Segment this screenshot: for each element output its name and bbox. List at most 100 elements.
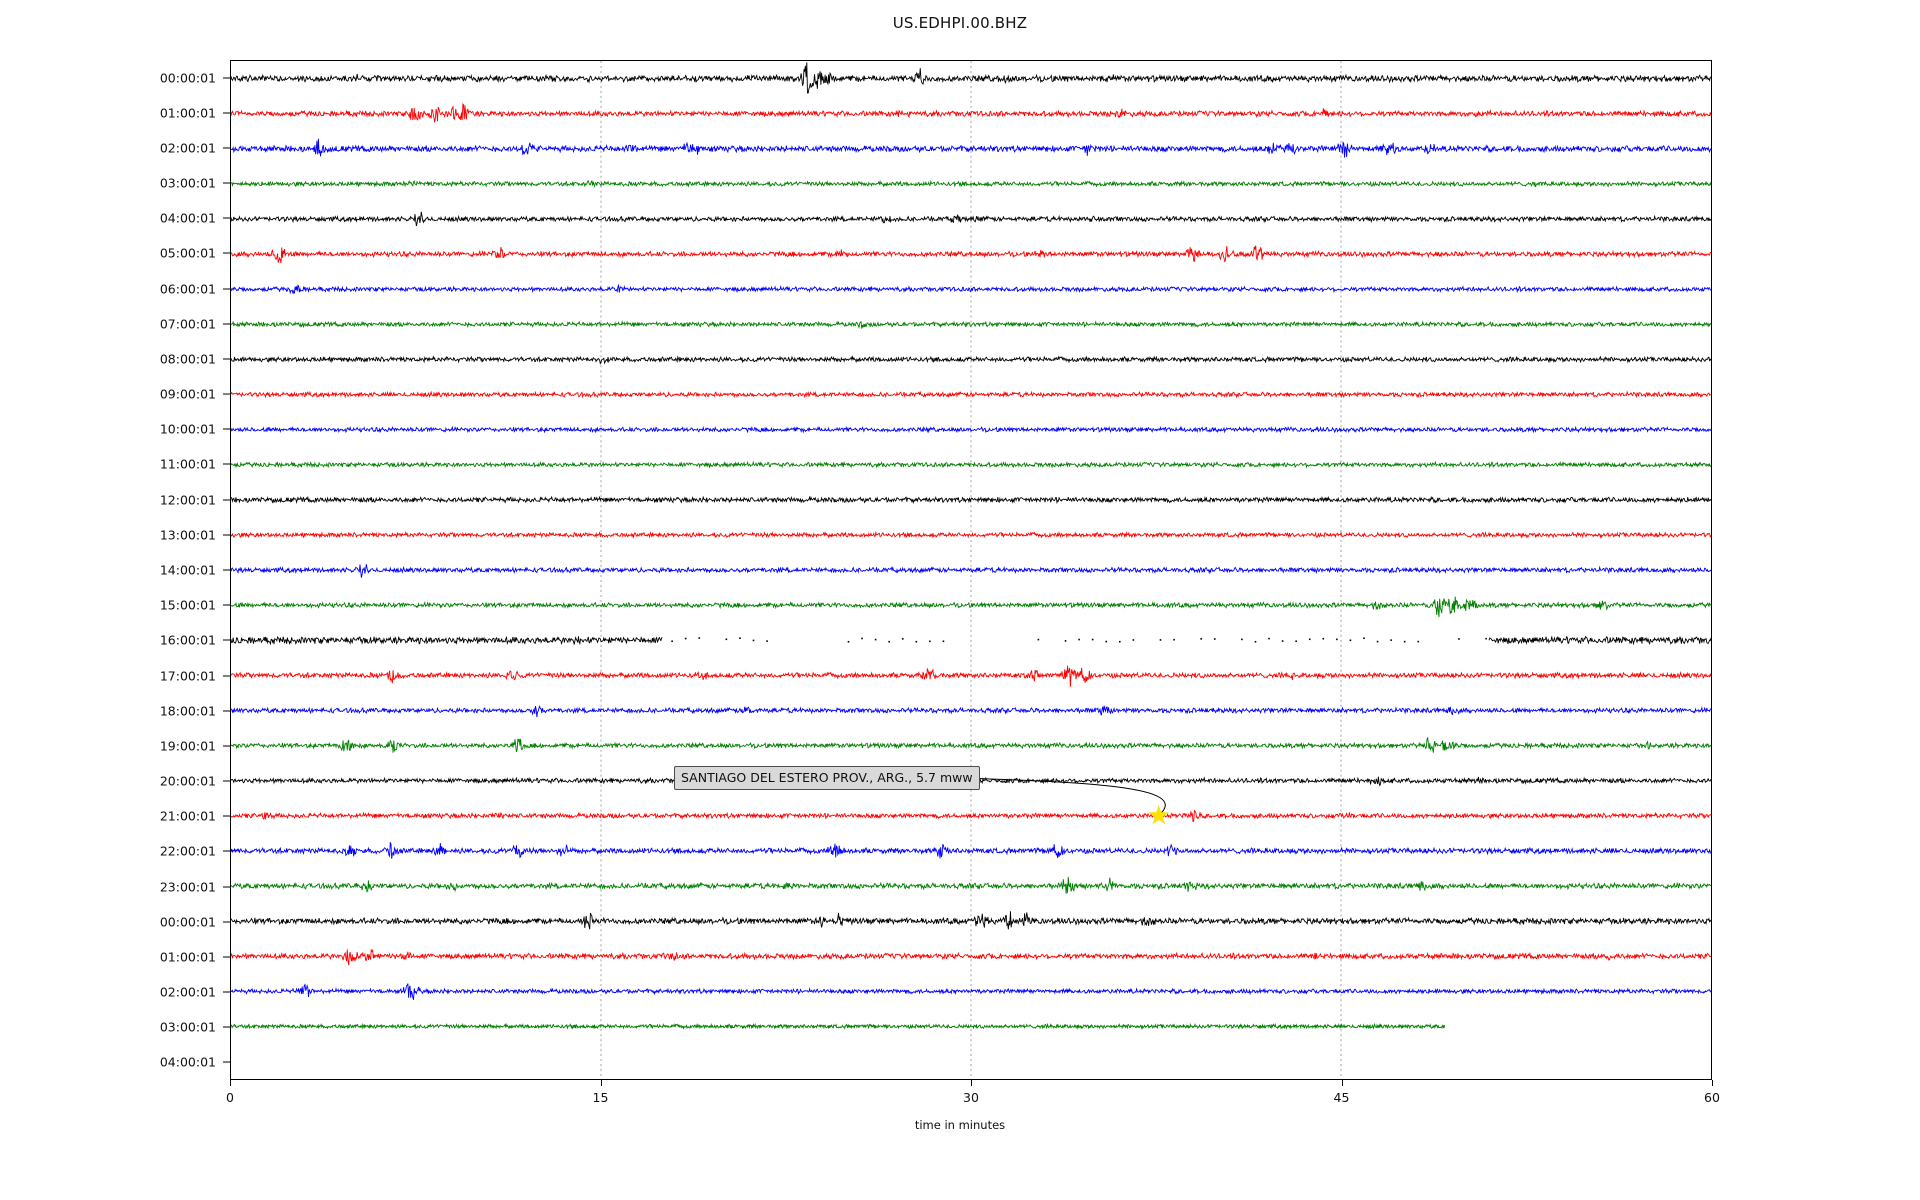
gap-dot: [888, 640, 890, 643]
gap-dot: [1308, 638, 1311, 641]
gap-dot: [739, 637, 741, 639]
x-axis-tick-mark: [230, 1080, 231, 1086]
y-axis-tick-mark: [223, 745, 230, 747]
y-axis-tick-label: 03:00:01: [159, 175, 216, 191]
y-axis-tick-label: 03:00:01: [159, 1019, 216, 1035]
y-axis-tick-mark: [223, 604, 230, 606]
trace-line: [231, 460, 1711, 469]
y-axis-tick-mark: [223, 252, 230, 254]
y-axis-tick-mark: [223, 323, 230, 325]
y-axis-tick-label: 13:00:01: [159, 527, 216, 543]
gap-dot: [1390, 639, 1392, 641]
y-axis-tick-label: 21:00:01: [159, 808, 216, 824]
gap-dot: [1105, 640, 1108, 643]
y-axis-tick-mark: [223, 499, 230, 501]
y-axis-tick-mark: [223, 217, 230, 219]
y-axis-tick-label: 17:00:01: [159, 668, 216, 684]
x-axis-tick-mark: [971, 1080, 972, 1086]
gap-dot: [1458, 638, 1460, 640]
y-axis-tick-mark: [223, 815, 230, 817]
y-axis-tick-mark: [223, 393, 230, 395]
trace-line: [231, 948, 1711, 966]
trace-line: [231, 809, 1711, 823]
gap-dot: [1281, 640, 1284, 642]
y-axis-tick-mark: [223, 1061, 230, 1063]
y-axis-tick-label: 02:00:01: [159, 140, 216, 156]
y-axis-tick-label: 02:00:01: [159, 984, 216, 1000]
trace-line: [231, 179, 1711, 188]
gap-dot: [1173, 638, 1175, 641]
trace-line: [231, 983, 1711, 1000]
y-axis-tick-mark: [223, 428, 230, 430]
trace-line: [1488, 635, 1711, 646]
y-axis-tick-label: 01:00:01: [159, 949, 216, 965]
gap-dot: [1485, 637, 1487, 640]
trace-line: [231, 102, 1711, 123]
gap-dot: [1078, 638, 1080, 641]
y-axis-tick-mark: [223, 921, 230, 923]
trace-line: [231, 530, 1711, 539]
gap-dot: [1254, 640, 1257, 643]
trace-line: [231, 245, 1711, 264]
y-axis-tick-label: 10:00:01: [159, 421, 216, 437]
gap-dot: [1037, 638, 1040, 641]
x-axis-tick-label: 15: [592, 1090, 609, 1105]
y-axis-tick-label: 19:00:01: [159, 738, 216, 754]
y-axis-tick-label: 07:00:01: [159, 316, 216, 332]
gap-dot: [1403, 640, 1406, 643]
y-axis-tick-label: 15:00:01: [159, 597, 216, 613]
gap-dot: [942, 640, 945, 643]
gap-dot: [671, 640, 673, 643]
trace-line: [231, 665, 1711, 687]
y-axis-tick-label: 00:00:01: [159, 70, 216, 86]
trace-line: [231, 737, 1711, 753]
trace-line: [231, 62, 1711, 94]
gap-dot: [1295, 640, 1297, 643]
gap-dot: [1091, 638, 1094, 641]
gap-dot: [684, 637, 687, 640]
y-axis-tick-label: 18:00:01: [159, 703, 216, 719]
y-axis-tick-label: 00:00:01: [159, 914, 216, 930]
seismic-traces: [231, 62, 1711, 1031]
gap-dot: [915, 640, 918, 643]
y-axis-tick-label: 04:00:01: [159, 1054, 216, 1070]
gap-dot: [752, 639, 755, 642]
y-axis-tick-mark: [223, 147, 230, 149]
y-axis-tick-label: 22:00:01: [159, 843, 216, 859]
y-axis-tick-mark: [223, 288, 230, 290]
y-axis-tick-mark: [223, 780, 230, 782]
y-axis-tick-mark: [223, 850, 230, 852]
gap-dot: [1119, 640, 1121, 643]
gap-dot: [1064, 640, 1067, 642]
x-axis-tick-mark: [600, 1080, 602, 1086]
gap-dot: [1363, 637, 1365, 640]
event-annotation-label[interactable]: SANTIAGO DEL ESTERO PROV., ARG., 5.7 mww: [674, 766, 980, 790]
gap-dot: [874, 638, 877, 641]
y-axis-tick-mark: [223, 112, 230, 114]
y-axis-tick-label: 04:00:01: [159, 210, 216, 226]
gap-dot: [1336, 638, 1338, 641]
gap-dot: [901, 638, 904, 640]
y-axis-tick-label: 01:00:01: [159, 105, 216, 121]
trace-line: [231, 596, 1711, 618]
trace-line: [231, 138, 1711, 158]
trace-line: [231, 355, 1711, 365]
trace-line: [231, 841, 1711, 859]
trace-line: [231, 283, 1711, 295]
y-axis-tick-mark: [223, 182, 230, 184]
y-axis-tick-label: 12:00:01: [159, 492, 216, 508]
plot-area[interactable]: [230, 60, 1712, 1080]
trace-line: [231, 1022, 1446, 1031]
gap-dot: [698, 637, 701, 639]
x-axis-tick-label: 60: [1704, 1090, 1720, 1105]
gap-dot: [1349, 639, 1352, 642]
trace-line: [231, 564, 1711, 578]
gap-dot: [1268, 637, 1270, 640]
y-axis-tick-label: 05:00:01: [159, 245, 216, 261]
y-axis-tick-label: 08:00:01: [159, 351, 216, 367]
trace-line: [231, 635, 663, 646]
y-axis-tick-label: 16:00:01: [159, 632, 216, 648]
event-star-icon[interactable]: ★: [1147, 801, 1171, 832]
y-axis-tick-label: 06:00:01: [159, 281, 216, 297]
